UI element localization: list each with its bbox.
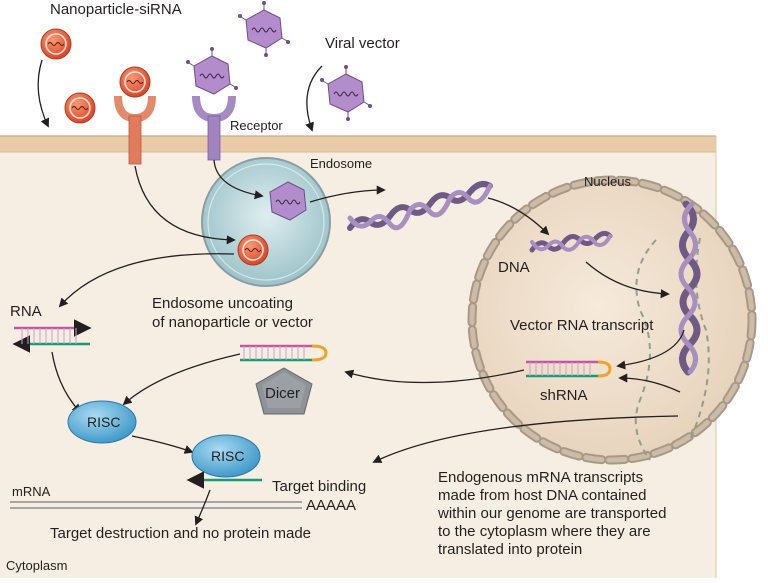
- arrow-np-to-endosome: [134, 165, 236, 245]
- arrow-dicer-to-risc: [122, 353, 241, 406]
- receptor-nanoparticle: [114, 95, 156, 165]
- risc-complex-2: [191, 434, 261, 478]
- host-chromosome: [678, 200, 701, 376]
- label-nanoparticle-sirna: Nanoparticle-siRNA: [50, 1, 182, 18]
- extracellular-space: [0, 0, 768, 140]
- virus-3: [320, 65, 372, 121]
- sirna-duplex: [12, 319, 92, 353]
- shrna-nucleus: [526, 360, 612, 378]
- label-risc-2: RISC: [211, 448, 244, 464]
- virus-bound: [186, 47, 238, 95]
- label-dna: DNA: [498, 259, 530, 276]
- label-endogenous-5: translated into protein: [438, 541, 582, 558]
- label-nucleus: Nucleus: [584, 174, 631, 189]
- arrow-shrna-export: [344, 369, 525, 384]
- arrow-endogenous-mrna: [372, 415, 679, 463]
- nanoparticle-1: [40, 28, 72, 60]
- nanoparticle-bound: [119, 66, 151, 98]
- virus-1: [238, 1, 290, 57]
- label-risc-1: RISC: [87, 414, 120, 430]
- label-cytoplasm: Cytoplasm: [6, 558, 67, 573]
- arrow-target-destruction: [194, 489, 211, 526]
- nanoparticle-2: [64, 92, 96, 124]
- dna-helix-nucleus: [529, 230, 613, 253]
- label-polya-tail: AAAAA: [306, 497, 356, 514]
- label-rna: RNA: [10, 303, 42, 320]
- label-viral-vector: Viral vector: [325, 35, 400, 52]
- label-target-binding: Target binding: [272, 478, 366, 495]
- label-shrna: shRNA: [540, 387, 588, 404]
- cell-membrane: [0, 136, 716, 152]
- arrow-transcription: [616, 329, 685, 370]
- arrow-np-entry: [37, 59, 50, 128]
- chromatin-2: [689, 237, 710, 441]
- label-mrna: mRNA: [12, 484, 51, 499]
- arrow-virus-entry: [305, 65, 323, 132]
- label-endogenous-2: made from host DNA contained: [438, 487, 646, 504]
- arrow-virus-to-endosome: [213, 159, 264, 200]
- label-uncoating-1: Endosome uncoating: [152, 295, 293, 312]
- label-uncoating-2: of nanoparticle or vector: [152, 314, 313, 331]
- label-target-destruction: Target destruction and no protein made: [50, 525, 311, 542]
- receptor-viral: [192, 95, 236, 161]
- arrow-dna-integration: [585, 261, 670, 299]
- arrow-dna-to-nucleus: [487, 197, 550, 236]
- label-dicer: Dicer: [265, 385, 300, 402]
- arrow-risc-activation: [131, 435, 194, 454]
- label-vector-rna-transcript: Vector RNA transcript: [510, 317, 654, 334]
- mrna-strand: [10, 501, 302, 509]
- nanoparticle-in-endosome: [237, 234, 269, 266]
- virus-in-endosome: [269, 181, 307, 221]
- label-endosome: Endosome: [310, 156, 372, 171]
- arrow-transcription-2: [618, 373, 681, 393]
- label-endogenous-1: Endogenous mRNA transcripts: [438, 469, 643, 486]
- chromatin-1: [634, 239, 657, 461]
- label-endogenous-3: within our genome are transported: [437, 505, 666, 522]
- shrna-cytoplasm: [240, 344, 328, 362]
- dicer-enzyme: [255, 367, 313, 415]
- risc-complex-1: [67, 400, 137, 444]
- label-receptor: Receptor: [230, 118, 283, 133]
- dna-helix-cytoplasm: [347, 181, 493, 231]
- label-endogenous-4: to the cytoplasm where they are: [438, 523, 651, 540]
- arrow-rna-to-risc: [51, 351, 82, 414]
- arrow-endosome-to-dna: [309, 185, 386, 203]
- arrow-endosome-to-rna: [58, 253, 235, 308]
